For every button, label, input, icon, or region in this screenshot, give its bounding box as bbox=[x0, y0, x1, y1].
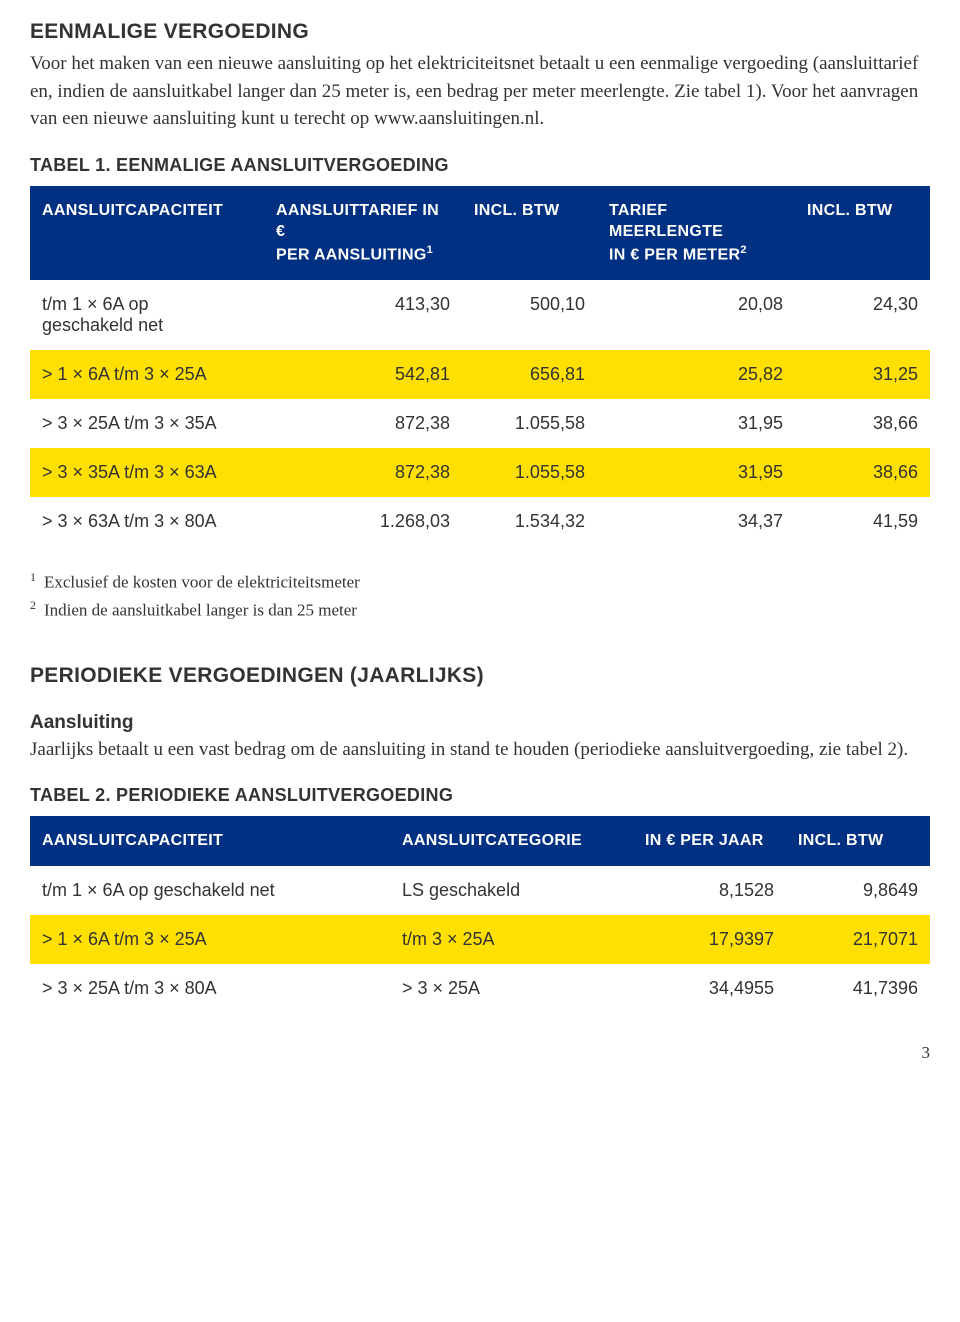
cell-btw2: 38,66 bbox=[795, 448, 930, 497]
cell-tariff: 1.268,03 bbox=[264, 497, 462, 546]
cell-btw2: 38,66 bbox=[795, 399, 930, 448]
cell-peryear: 17,9397 bbox=[633, 915, 786, 964]
cell-btw: 9,8649 bbox=[786, 866, 930, 915]
cell-meer: 31,95 bbox=[597, 448, 795, 497]
cell-btw1: 500,10 bbox=[462, 280, 597, 350]
footnote-2: 2Indien de aansluitkabel langer is dan 2… bbox=[30, 596, 930, 624]
section2-heading: PERIODIEKE VERGOEDINGEN (JAARLIJKS) bbox=[30, 664, 930, 688]
table1-th-capacity: AANSLUITCAPACITEIT bbox=[30, 186, 264, 280]
cell-category: > 3 × 25A bbox=[390, 964, 633, 1013]
table-row: t/m 1 × 6A op geschakeld net LS geschake… bbox=[30, 866, 930, 915]
superscript-2: 2 bbox=[740, 244, 746, 256]
th-line1: AANSLUITTARIEF IN € bbox=[276, 202, 439, 241]
th-line1b: TARIEF MEERLENGTE bbox=[609, 202, 723, 241]
footnote-1: 1Exclusief de kosten voor de elektricite… bbox=[30, 568, 930, 596]
table-row: > 3 × 63A t/m 3 × 80A 1.268,03 1.534,32 … bbox=[30, 497, 930, 546]
page-number: 3 bbox=[30, 1043, 930, 1063]
cell-capacity: > 3 × 25A t/m 3 × 80A bbox=[30, 964, 390, 1013]
cell-category: LS geschakeld bbox=[390, 866, 633, 915]
table2-th-category: AANSLUITCATEGORIE bbox=[390, 816, 633, 866]
table1-th-tariff: AANSLUITTARIEF IN € PER AANSLUITING1 bbox=[264, 186, 462, 280]
cell-tariff: 872,38 bbox=[264, 399, 462, 448]
table-row: > 3 × 25A t/m 3 × 80A > 3 × 25A 34,4955 … bbox=[30, 964, 930, 1013]
th-line2b: IN € PER METER bbox=[609, 246, 740, 263]
footnote-text: Indien de aansluitkabel langer is dan 25… bbox=[44, 600, 357, 619]
cell-capacity: > 3 × 63A t/m 3 × 80A bbox=[30, 497, 264, 546]
table-row: > 1 × 6A t/m 3 × 25A 542,81 656,81 25,82… bbox=[30, 350, 930, 399]
cell-btw2: 41,59 bbox=[795, 497, 930, 546]
superscript-1: 1 bbox=[427, 244, 433, 256]
cell-peryear: 34,4955 bbox=[633, 964, 786, 1013]
cell-capacity: > 1 × 6A t/m 3 × 25A bbox=[30, 915, 390, 964]
cell-meer: 31,95 bbox=[597, 399, 795, 448]
cell-meer: 20,08 bbox=[597, 280, 795, 350]
table1-th-inclbtw1: INCL. BTW bbox=[462, 186, 597, 280]
section1-heading: EENMALIGE VERGOEDING bbox=[30, 20, 930, 44]
cell-line1: t/m 1 × 6A op bbox=[42, 294, 149, 314]
table2: AANSLUITCAPACITEIT AANSLUITCATEGORIE IN … bbox=[30, 816, 930, 1013]
cell-capacity: t/m 1 × 6A op geschakeld net bbox=[30, 866, 390, 915]
section2-body: Jaarlijks betaalt u een vast bedrag om d… bbox=[30, 736, 930, 764]
cell-btw1: 1.534,32 bbox=[462, 497, 597, 546]
table-row: > 1 × 6A t/m 3 × 25A t/m 3 × 25A 17,9397… bbox=[30, 915, 930, 964]
footnotes: 1Exclusief de kosten voor de elektricite… bbox=[30, 568, 930, 624]
table1-title: TABEL 1. EENMALIGE AANSLUITVERGOEDING bbox=[30, 155, 930, 176]
table1-th-meerlengte: TARIEF MEERLENGTE IN € PER METER2 bbox=[597, 186, 795, 280]
cell-meer: 25,82 bbox=[597, 350, 795, 399]
cell-tariff: 872,38 bbox=[264, 448, 462, 497]
cell-btw: 41,7396 bbox=[786, 964, 930, 1013]
cell-line2: geschakeld net bbox=[42, 315, 163, 335]
table-row: t/m 1 × 6A op geschakeld net 413,30 500,… bbox=[30, 280, 930, 350]
cell-peryear: 8,1528 bbox=[633, 866, 786, 915]
table2-title: TABEL 2. PERIODIEKE AANSLUITVERGOEDING bbox=[30, 785, 930, 806]
cell-tariff: 413,30 bbox=[264, 280, 462, 350]
table1: AANSLUITCAPACITEIT AANSLUITTARIEF IN € P… bbox=[30, 186, 930, 546]
section2-subheading: Aansluiting bbox=[30, 712, 930, 734]
table2-th-peryear: IN € PER JAAR bbox=[633, 816, 786, 866]
cell-btw: 21,7071 bbox=[786, 915, 930, 964]
footnote-num: 1 bbox=[30, 568, 44, 587]
table-row: > 3 × 25A t/m 3 × 35A 872,38 1.055,58 31… bbox=[30, 399, 930, 448]
cell-tariff: 542,81 bbox=[264, 350, 462, 399]
cell-capacity: > 3 × 25A t/m 3 × 35A bbox=[30, 399, 264, 448]
table2-th-inclbtw: INCL. BTW bbox=[786, 816, 930, 866]
section1-body: Voor het maken van een nieuwe aansluitin… bbox=[30, 50, 930, 133]
footnote-num: 2 bbox=[30, 596, 44, 615]
cell-capacity: > 3 × 35A t/m 3 × 63A bbox=[30, 448, 264, 497]
th-line2: PER AANSLUITING bbox=[276, 246, 427, 263]
cell-btw1: 656,81 bbox=[462, 350, 597, 399]
footnote-text: Exclusief de kosten voor de elektricitei… bbox=[44, 572, 360, 591]
cell-btw2: 31,25 bbox=[795, 350, 930, 399]
cell-btw2: 24,30 bbox=[795, 280, 930, 350]
cell-btw1: 1.055,58 bbox=[462, 399, 597, 448]
cell-capacity: > 1 × 6A t/m 3 × 25A bbox=[30, 350, 264, 399]
table1-th-inclbtw2: INCL. BTW bbox=[795, 186, 930, 280]
table2-th-capacity: AANSLUITCAPACITEIT bbox=[30, 816, 390, 866]
cell-btw1: 1.055,58 bbox=[462, 448, 597, 497]
cell-category: t/m 3 × 25A bbox=[390, 915, 633, 964]
cell-capacity: t/m 1 × 6A op geschakeld net bbox=[30, 280, 264, 350]
cell-meer: 34,37 bbox=[597, 497, 795, 546]
table-row: > 3 × 35A t/m 3 × 63A 872,38 1.055,58 31… bbox=[30, 448, 930, 497]
